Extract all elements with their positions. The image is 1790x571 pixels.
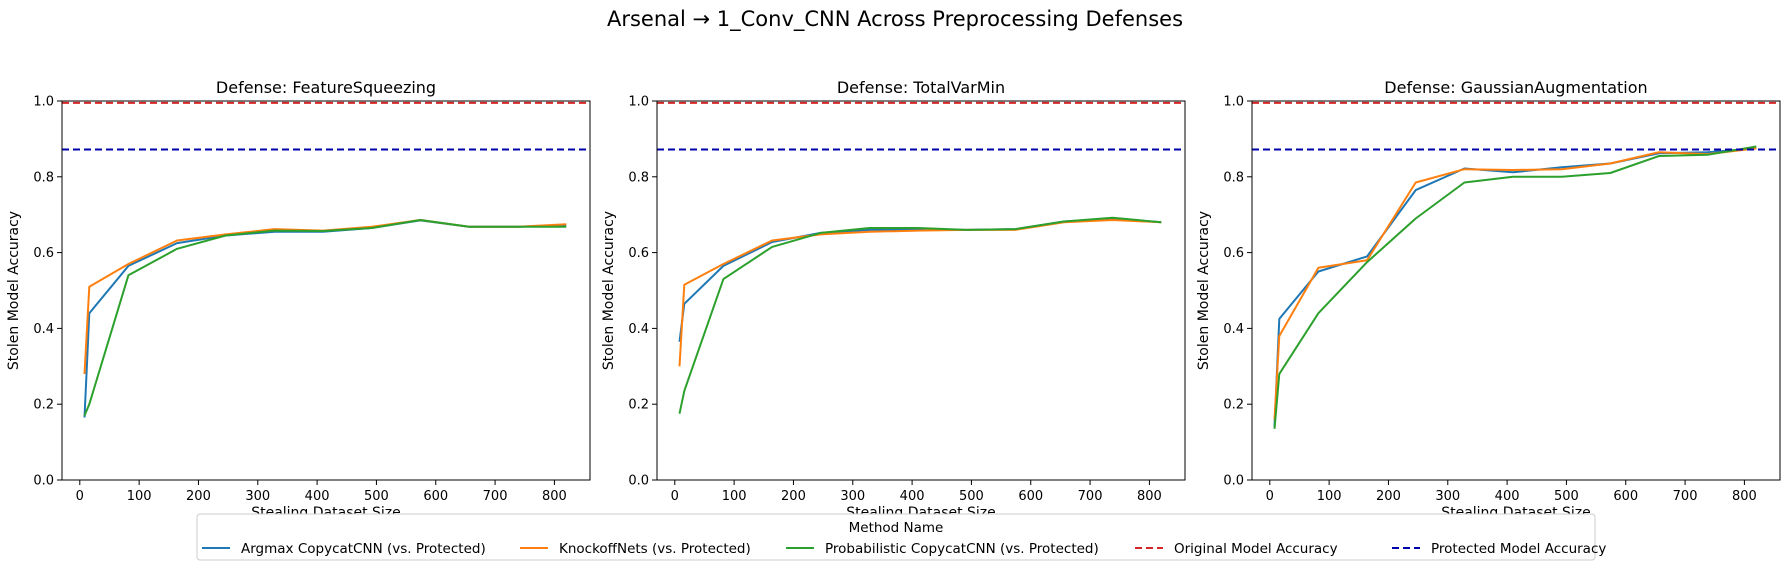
y-tick-label: 0.0 — [1223, 474, 1244, 489]
y-tick-label: 0.6 — [1223, 246, 1244, 261]
subplot-title: Defense: GaussianAugmentation — [1384, 78, 1647, 97]
series-line-knockoff — [83, 219, 567, 374]
x-tick-label: 300 — [245, 489, 270, 504]
legend-item: KnockoffNets (vs. Protected) — [520, 541, 751, 557]
y-tick-label: 1.0 — [33, 95, 54, 110]
series-line-knockoff — [1273, 147, 1757, 420]
subplot-grid: Defense: FeatureSqueezing 0 100 200 300 400 50… — [6, 78, 1781, 521]
axes-frame — [656, 100, 1186, 481]
legend-item: Original Model Accuracy — [1135, 541, 1338, 557]
subplot-2: Defense: TotalVarMin 0 100 200 300 400 500 600 7… — [601, 78, 1186, 521]
y-tick-label: 0.8 — [1223, 170, 1244, 185]
x-tick-label: 200 — [186, 489, 211, 504]
legend-label: Protected Model Accuracy — [1431, 541, 1606, 557]
subplot-1: Defense: FeatureSqueezing 0 100 200 300 400 50… — [6, 78, 591, 521]
y-tick-label: 0.2 — [628, 398, 649, 413]
y-tick-label: 0.8 — [33, 170, 54, 185]
x-tick-label: 600 — [1018, 489, 1043, 504]
series-line-probabilistic — [678, 216, 1162, 414]
x-tick-label: 700 — [483, 489, 508, 504]
subplot-title: Defense: TotalVarMin — [837, 78, 1005, 97]
figure-title: Arsenal → 1_Conv_CNN Across Preprocessin… — [607, 7, 1183, 32]
series-line-argmax — [678, 217, 1162, 342]
x-tick-label: 700 — [1078, 489, 1103, 504]
series-line-probabilistic — [1273, 145, 1757, 429]
y-tick-label: 0.0 — [628, 474, 649, 489]
y-tick-label: 0.4 — [33, 322, 54, 337]
legend-item: Protected Model Accuracy — [1392, 541, 1606, 557]
y-tick-label: 1.0 — [628, 95, 649, 110]
legend-title: Method Name — [849, 520, 944, 536]
x-tick-label: 200 — [1376, 489, 1401, 504]
x-tick-label: 100 — [722, 489, 747, 504]
legend-label: KnockoffNets (vs. Protected) — [559, 541, 751, 557]
legend: Method Name Argmax CopycatCNN (vs. Protec… — [196, 513, 1606, 561]
legend-label: Original Model Accuracy — [1174, 541, 1338, 557]
axes-frame — [61, 100, 591, 481]
y-tick-label: 0.4 — [628, 322, 649, 337]
x-tick-label: 0 — [671, 489, 679, 504]
y-tick-label: 0.0 — [33, 474, 54, 489]
x-tick-label: 600 — [1613, 489, 1638, 504]
subplot-title: Defense: FeatureSqueezing — [216, 78, 436, 97]
y-tick-label: 0.8 — [628, 170, 649, 185]
y-tick-label: 0.2 — [1223, 398, 1244, 413]
x-tick-label: 400 — [1495, 489, 1520, 504]
x-tick-label: 200 — [781, 489, 806, 504]
x-tick-label: 100 — [1317, 489, 1342, 504]
y-tick-label: 0.6 — [33, 246, 54, 261]
legend-label: Argmax CopycatCNN (vs. Protected) — [241, 541, 486, 557]
legend-item: Argmax CopycatCNN (vs. Protected) — [202, 541, 486, 557]
x-tick-label: 600 — [423, 489, 448, 504]
x-tick-label: 800 — [1732, 489, 1757, 504]
legend-label: Probabilistic CopycatCNN (vs. Protected) — [825, 541, 1099, 557]
y-axis-label: Stolen Model Accuracy — [601, 211, 617, 370]
x-tick-label: 0 — [76, 489, 84, 504]
y-tick-label: 0.2 — [33, 398, 54, 413]
series-line-probabilistic — [83, 219, 567, 416]
series-line-argmax — [1273, 147, 1757, 427]
y-axis-label: Stolen Model Accuracy — [1196, 211, 1212, 370]
y-tick-label: 0.6 — [628, 246, 649, 261]
series-line-knockoff — [678, 219, 1162, 367]
x-tick-label: 700 — [1673, 489, 1698, 504]
y-tick-label: 0.4 — [1223, 322, 1244, 337]
x-tick-label: 300 — [840, 489, 865, 504]
y-axis-label: Stolen Model Accuracy — [6, 211, 22, 370]
x-tick-label: 800 — [542, 489, 567, 504]
legend-item: Probabilistic CopycatCNN (vs. Protected) — [786, 541, 1099, 557]
x-tick-label: 400 — [900, 489, 925, 504]
x-tick-label: 300 — [1435, 489, 1460, 504]
subplot-3: Defense: GaussianAugmentation 0 100 200 300 4… — [1196, 78, 1781, 521]
x-tick-label: 500 — [959, 489, 984, 504]
x-tick-label: 500 — [1554, 489, 1579, 504]
axes-frame — [1251, 100, 1781, 481]
x-tick-label: 400 — [305, 489, 330, 504]
y-tick-label: 1.0 — [1223, 95, 1244, 110]
x-tick-label: 0 — [1266, 489, 1274, 504]
x-tick-label: 800 — [1137, 489, 1162, 504]
x-tick-label: 500 — [364, 489, 389, 504]
x-tick-label: 100 — [127, 489, 152, 504]
